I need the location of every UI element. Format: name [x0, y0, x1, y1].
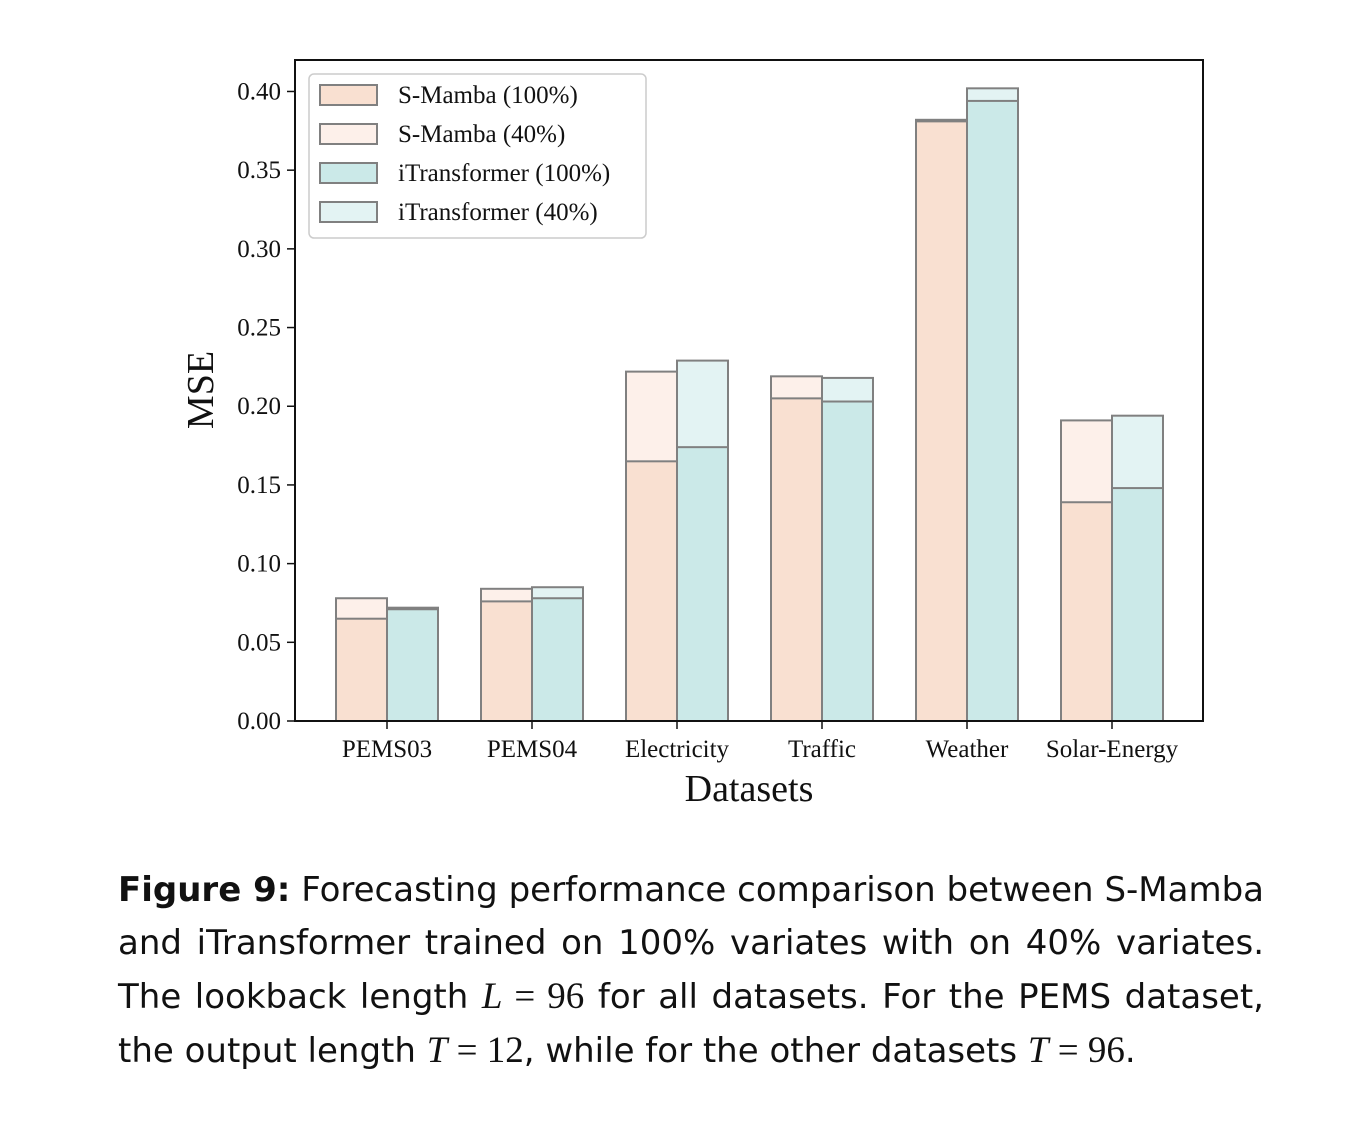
legend-label: S-Mamba (40%)	[398, 121, 565, 148]
y-tick-label: 0.35	[237, 157, 281, 184]
legend: S-Mamba (100%) S-Mamba (40%) iTransformer …	[308, 73, 647, 239]
bar-s-mamba-100--traffic	[770, 397, 823, 722]
bar-chart: 0.00 0.05 0.10 0.15 0.20 0.25 0.30 0.35 0.40 PEM…	[180, 59, 1204, 810]
y-axis-title: MSE	[180, 351, 222, 429]
caption-math-t: T	[426, 1030, 448, 1071]
bar-s-mamba-100--weather	[915, 120, 968, 722]
legend-swatch	[319, 162, 378, 184]
y-tick-label: 0.20	[237, 393, 281, 420]
bar-s-mamba-100--pems04	[480, 600, 533, 723]
caption-label: Figure 9:	[118, 870, 291, 910]
caption-math-l: L	[481, 976, 503, 1017]
bar-s-mamba-100--pems03	[335, 617, 388, 723]
y-tick-label: 0.10	[237, 551, 281, 578]
y-tick-label: 0.00	[237, 708, 281, 735]
bar-itransformer-100--solar-energy	[1111, 487, 1164, 723]
y-tick-label: 0.25	[237, 315, 281, 342]
y-axis: 0.00 0.05 0.10 0.15 0.20 0.25 0.30 0.35 0.40	[237, 78, 295, 735]
bar-itransformer-100--traffic	[821, 400, 874, 722]
caption-text-4: .	[1124, 1031, 1136, 1071]
x-tick-label: Solar-Energy	[1046, 736, 1179, 763]
plot-frame	[294, 59, 1204, 722]
legend-box	[308, 73, 647, 239]
x-tick-label: Weather	[926, 736, 1009, 763]
legend-label: iTransformer (40%)	[398, 199, 598, 226]
bar-s-mamba-100--solar-energy	[1060, 501, 1113, 722]
y-tick-label: 0.15	[237, 472, 281, 499]
x-axis-title: Datasets	[685, 768, 814, 810]
legend-swatch	[319, 84, 378, 106]
bar-itransformer-100--pems03	[386, 608, 439, 722]
y-tick-label: 0.40	[237, 78, 281, 105]
x-tick-label: Traffic	[788, 736, 856, 763]
bar-itransformer-100--electricity	[676, 446, 729, 722]
x-tick-label: PEMS04	[487, 736, 578, 763]
caption-text-1: Forecasting performance comparison betwe…	[118, 870, 1264, 1017]
bar-itransformer-100--weather	[966, 99, 1019, 722]
bar-itransformer-100--pems04	[531, 597, 584, 722]
legend-swatch	[319, 123, 378, 145]
caption-text-3: , while for the other datasets	[523, 1031, 1028, 1071]
caption-math-t-value: = 12	[447, 1030, 524, 1071]
y-tick-label: 0.05	[237, 629, 281, 656]
y-tick-label: 0.30	[237, 236, 281, 263]
legend-label: S-Mamba (100%)	[398, 82, 578, 109]
bar-s-mamba-100--electricity	[625, 460, 678, 722]
caption-math-t2: T	[1027, 1030, 1049, 1071]
legend-label: iTransformer (100%)	[398, 160, 610, 187]
x-tick-label: PEMS03	[342, 736, 432, 763]
bars-layer	[335, 87, 1164, 723]
x-tick-label: Electricity	[625, 736, 730, 763]
caption-math-l-value: = 96	[502, 976, 585, 1017]
figure-caption: Figure 9: Forecasting performance compar…	[118, 864, 1264, 1078]
x-axis: PEMS03 PEMS04 Electricity Traffic Weather Sol…	[342, 721, 1179, 763]
legend-swatch	[319, 201, 378, 223]
caption-text-2: for all datasets. For the PEMS dataset, …	[118, 977, 1264, 1071]
caption-math-t2-value: = 96	[1048, 1030, 1125, 1071]
